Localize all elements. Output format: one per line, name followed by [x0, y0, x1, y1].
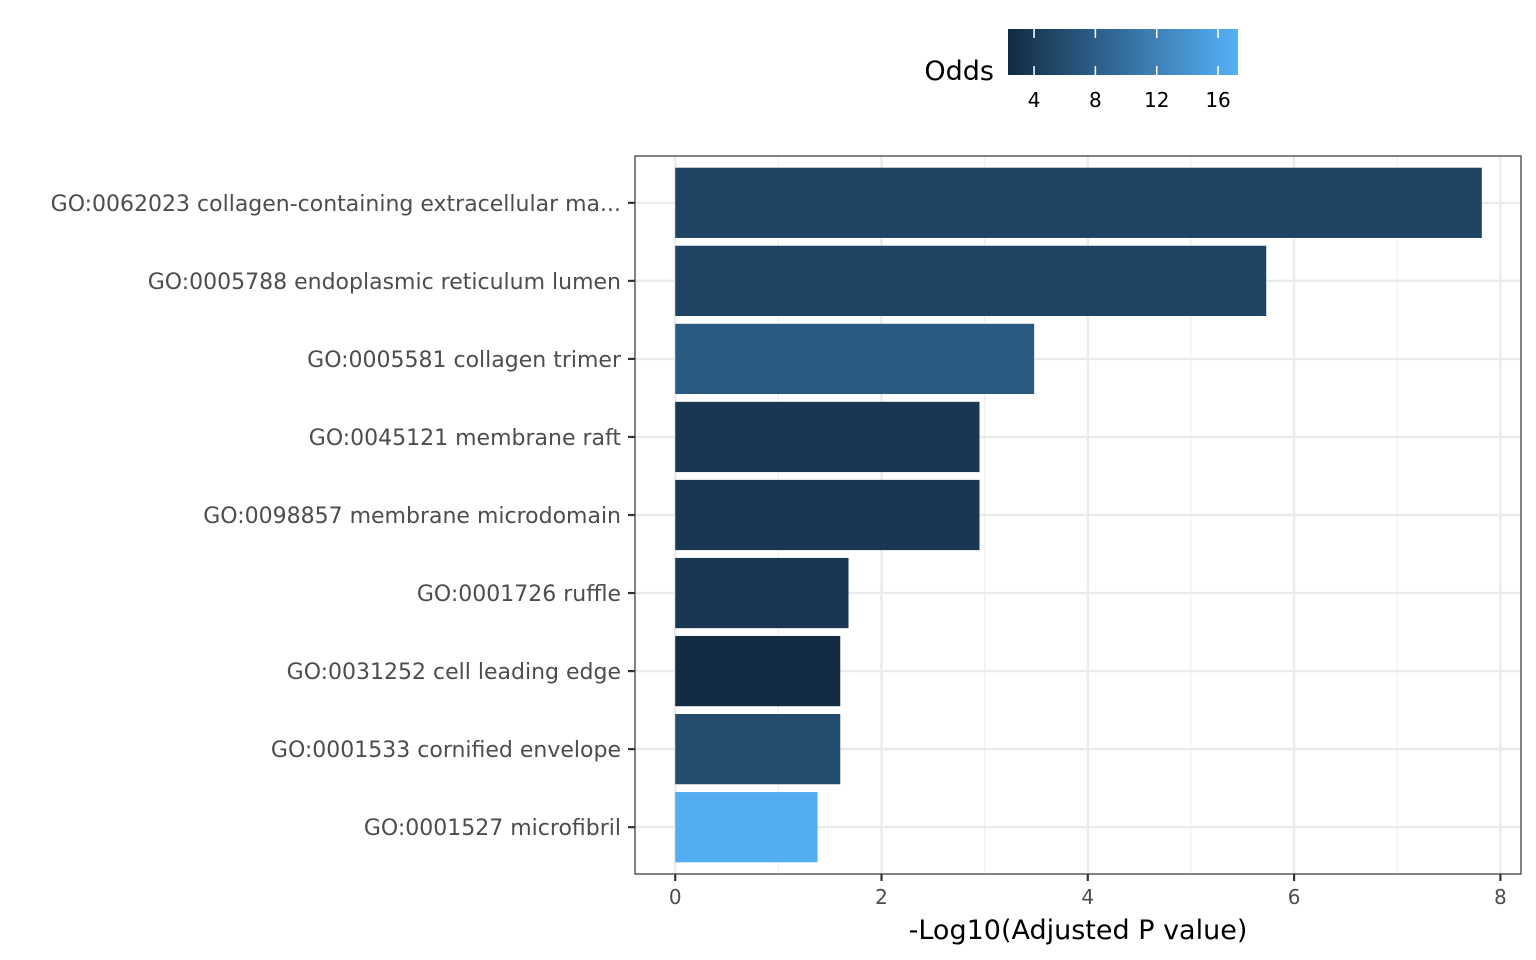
- legend-tick-label: 4: [1028, 88, 1041, 112]
- y-tick-label: GO:0001527 microfibril: [364, 816, 621, 841]
- legend: Odds 4 8 12 16: [924, 29, 1238, 112]
- x-tick-label: 8: [1494, 885, 1507, 909]
- legend-tick-label: 16: [1205, 88, 1230, 112]
- x-tick-label: 4: [1081, 885, 1094, 909]
- bar: [675, 557, 849, 629]
- bar: [675, 245, 1267, 316]
- x-tick-label: 2: [875, 885, 888, 909]
- y-tick-label: GO:0001726 ruffle: [417, 582, 621, 607]
- x-tick-label: 0: [669, 885, 682, 909]
- y-tick-label: GO:0005581 collagen trimer: [307, 348, 622, 373]
- bar: [675, 635, 841, 707]
- bar: [675, 401, 980, 473]
- bar: [675, 167, 1482, 238]
- y-tick-label: GO:0098857 membrane microdomain: [203, 504, 621, 529]
- x-axis-title: -Log10(Adjusted P value): [909, 915, 1248, 946]
- legend-tick-label: 8: [1089, 88, 1102, 112]
- bar: [675, 323, 1035, 395]
- bar: [675, 792, 818, 863]
- y-tick-label: GO:0045121 membrane raft: [309, 426, 622, 451]
- bar: [675, 479, 980, 551]
- y-tick-label: GO:0001533 cornified envelope: [271, 738, 621, 763]
- y-tick-label: GO:0005788 endoplasmic reticulum lumen: [148, 270, 621, 295]
- y-tick-label: GO:0031252 cell leading edge: [287, 660, 621, 685]
- colorbar: [1008, 29, 1238, 75]
- bar: [675, 714, 841, 785]
- y-tick-label: GO:0062023 collagen-containing extracell…: [51, 192, 621, 217]
- x-tick-label: 6: [1288, 885, 1301, 909]
- legend-title: Odds: [924, 56, 994, 87]
- plot-area: GO:0062023 collagen-containing extracell…: [51, 155, 1522, 946]
- legend-tick-label: 12: [1144, 88, 1169, 112]
